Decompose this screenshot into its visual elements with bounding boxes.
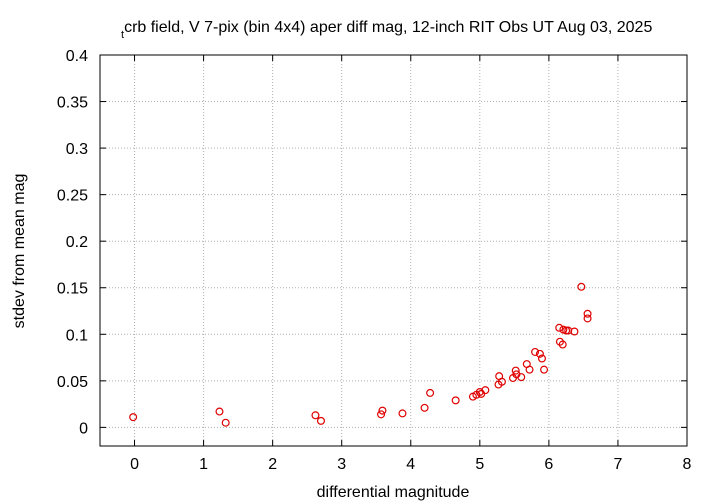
data-point: [570, 327, 579, 336]
x-tick-label: 3: [337, 456, 346, 473]
data-point: [420, 403, 429, 412]
data-point: [398, 409, 407, 418]
tick-layer: [100, 54, 688, 446]
data-point: [555, 323, 564, 332]
data-point: [129, 413, 138, 422]
data-point: [540, 365, 549, 374]
x-tick-label: 4: [406, 456, 415, 473]
y-tick-label: 0.35: [57, 95, 88, 112]
x-tick-label: 8: [683, 456, 692, 473]
y-tick-label: 0.4: [66, 48, 88, 65]
data-point: [316, 416, 325, 425]
data-point: [583, 309, 592, 318]
y-tick-label: 0.15: [57, 281, 88, 298]
data-point: [475, 388, 484, 397]
y-tick-label: 0.25: [57, 188, 88, 205]
y-axis-label: stdev from mean mag: [11, 174, 28, 329]
data-point: [311, 411, 320, 420]
data-point: [583, 314, 592, 323]
x-tick-label: 5: [475, 456, 484, 473]
x-tick-label: 6: [544, 456, 553, 473]
data-point: [511, 366, 520, 375]
chart-title: tcrb field, V 7-pix (bin 4x4) aper diff …: [121, 19, 652, 41]
data-point: [377, 410, 386, 419]
data-point: [215, 407, 224, 416]
tick-label-layer: 0 1 2 3 4 5 6 7 8 0 0.05 0.1 0.15 0.2 0.25 0.3 0.35 0.4: [57, 48, 692, 473]
y-tick-label: 0: [79, 420, 88, 437]
y-tick-label: 0.3: [66, 141, 88, 158]
data-point: [517, 373, 526, 382]
grid-layer: [100, 54, 688, 446]
data-point: [537, 354, 546, 363]
x-tick-label: 0: [130, 456, 139, 473]
y-tick-label: 0.1: [66, 327, 88, 344]
data-point: [378, 406, 387, 415]
y-tick-label: 0.2: [66, 234, 88, 251]
data-point: [497, 377, 506, 386]
title-subscript: t: [121, 29, 124, 41]
y-tick-label: 0.05: [57, 374, 88, 391]
data-point: [481, 386, 490, 395]
data-point: [221, 418, 230, 427]
data-point: [535, 349, 544, 358]
data-point: [577, 282, 586, 291]
x-tick-label: 2: [268, 456, 277, 473]
data-point: [426, 388, 435, 397]
title-main: crb field, V 7-pix (bin 4x4) aper diff m…: [124, 19, 652, 36]
x-tick-label: 1: [199, 456, 208, 473]
data-point: [525, 365, 534, 374]
plot-frame: [99, 54, 688, 447]
points-layer: [129, 282, 592, 427]
x-tick-label: 7: [613, 456, 622, 473]
x-axis-label: differential magnitude: [317, 484, 470, 501]
data-point: [477, 389, 486, 398]
data-point: [558, 340, 567, 349]
data-point: [531, 347, 540, 356]
data-point: [451, 396, 460, 405]
